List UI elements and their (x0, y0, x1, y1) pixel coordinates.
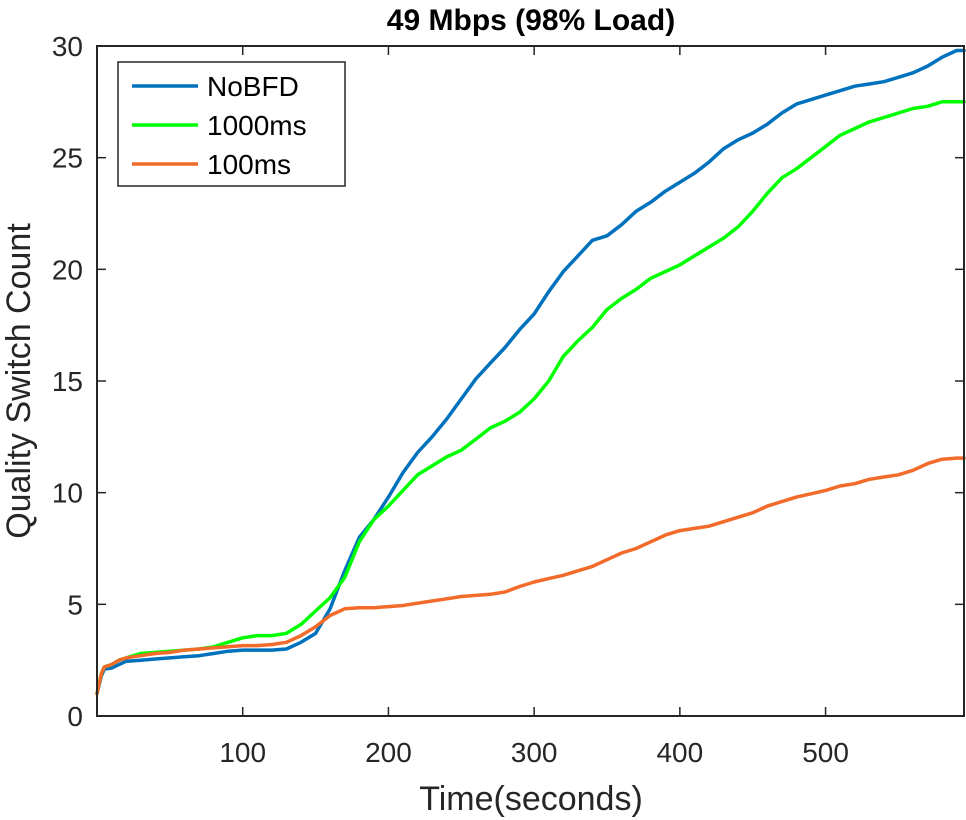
y-axis-label: Quality Switch Count (0, 223, 38, 539)
y-tick-label: 20 (52, 254, 83, 285)
series-line-100ms (95, 456, 966, 696)
x-tick-label: 300 (511, 737, 558, 768)
y-tick-label: 5 (67, 589, 83, 620)
x-tick-label: 200 (365, 737, 412, 768)
x-axis-label: Time(seconds) (419, 780, 643, 818)
y-tick-label: 10 (52, 478, 83, 509)
y-tick-label: 30 (52, 31, 83, 62)
legend-label-1000ms: 1000ms (207, 110, 307, 141)
y-tick-label: 25 (52, 143, 83, 174)
x-tick-label: 100 (219, 737, 266, 768)
legend-label-nobfd: NoBFD (207, 71, 299, 102)
x-tick-label: 500 (802, 737, 849, 768)
y-tick-label: 0 (67, 701, 83, 732)
x-axis: 100 200 300 400 500 (219, 46, 849, 768)
series-line-nobfd (95, 48, 966, 696)
plot-lines (95, 48, 966, 696)
legend: NoBFD 1000ms 100ms (117, 61, 346, 187)
y-tick-label: 15 (52, 366, 83, 397)
series-line-1000ms (95, 100, 966, 696)
legend-label-100ms: 100ms (207, 149, 291, 180)
chart-title: 49 Mbps (98% Load) (387, 4, 675, 37)
x-tick-label: 400 (656, 737, 703, 768)
y-axis: 0 5 10 15 20 25 30 (52, 31, 964, 732)
